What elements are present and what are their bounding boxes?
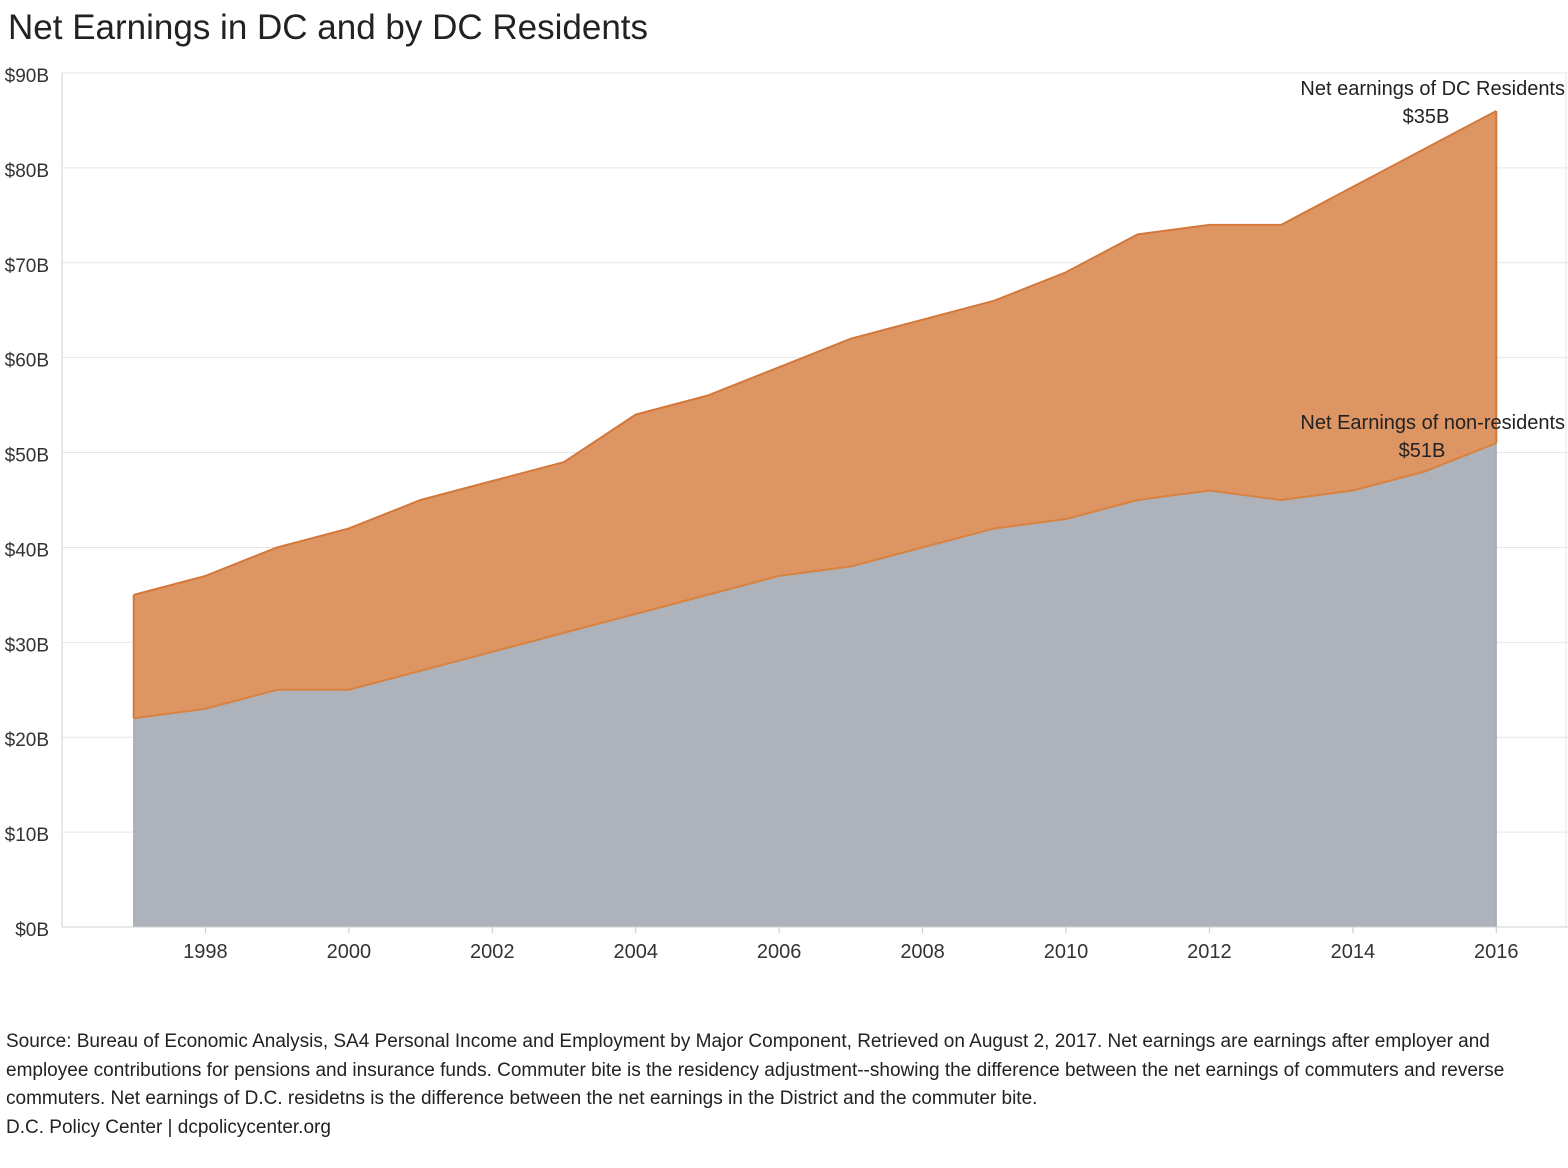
annotation-label: Net Earnings of non-residents xyxy=(1300,412,1565,434)
series-lines xyxy=(132,110,1498,720)
annotation-label: Net earnings of DC Residents xyxy=(1300,78,1565,100)
y-tick-label: $60B xyxy=(5,351,49,372)
chart-title: Net Earnings in DC and by DC Residents xyxy=(8,8,649,47)
y-tick-label: $10B xyxy=(5,825,49,846)
y-tick-label: $90B xyxy=(5,66,49,87)
y-tick-label: $20B xyxy=(5,730,49,751)
annotations: Net earnings of DC Residents $35B Net Earn… xyxy=(1300,78,1565,462)
x-tick-label: 2004 xyxy=(613,941,658,963)
area-chart: $0B$10B$20B$30B$40B$50B$60B$70B$80B$90B … xyxy=(5,66,1568,963)
x-tick-label: 2014 xyxy=(1331,941,1376,963)
area-layers xyxy=(133,110,1497,928)
y-tick-label: $0B xyxy=(15,920,49,941)
y-tick-label: $30B xyxy=(5,635,49,656)
area-dc-residents xyxy=(133,110,1497,719)
y-axis-ticks: $0B $10B $20B $30B $40B $50B $60B $70B $80B $90B xyxy=(5,66,49,941)
annotation-value: $51B xyxy=(1399,440,1446,462)
x-axis-ticks: 1998 2000 2002 2004 2006 2008 2010 2012 2014 2016 xyxy=(183,927,1519,963)
x-tick-label: 1998 xyxy=(183,941,228,963)
y-tick-label: $40B xyxy=(5,540,49,561)
source-text: Source: Bureau of Economic Analysis, SA4… xyxy=(6,1031,1505,1109)
x-tick-label: 2012 xyxy=(1187,941,1232,963)
annotation-value: $35B xyxy=(1403,106,1450,128)
x-tick-label: 2016 xyxy=(1474,941,1519,963)
source-credit: D.C. Policy Center | dcpolicycenter.org xyxy=(6,1116,331,1138)
line-dc-residents xyxy=(133,110,1497,596)
y-tick-label: $70B xyxy=(5,256,49,277)
line-non-residents xyxy=(133,442,1497,720)
y-tick-label: $80B xyxy=(5,161,49,182)
x-tick-label: 2000 xyxy=(327,941,372,963)
x-tick-label: 2006 xyxy=(757,941,802,963)
x-tick-label: 2008 xyxy=(900,941,945,963)
source-note: Source: Bureau of Economic Analysis, SA4… xyxy=(6,1028,1556,1142)
x-tick-label: 2010 xyxy=(1044,941,1089,963)
axes xyxy=(61,73,1568,928)
x-tick-label: 2002 xyxy=(470,941,515,963)
y-tick-label: $50B xyxy=(5,446,49,467)
